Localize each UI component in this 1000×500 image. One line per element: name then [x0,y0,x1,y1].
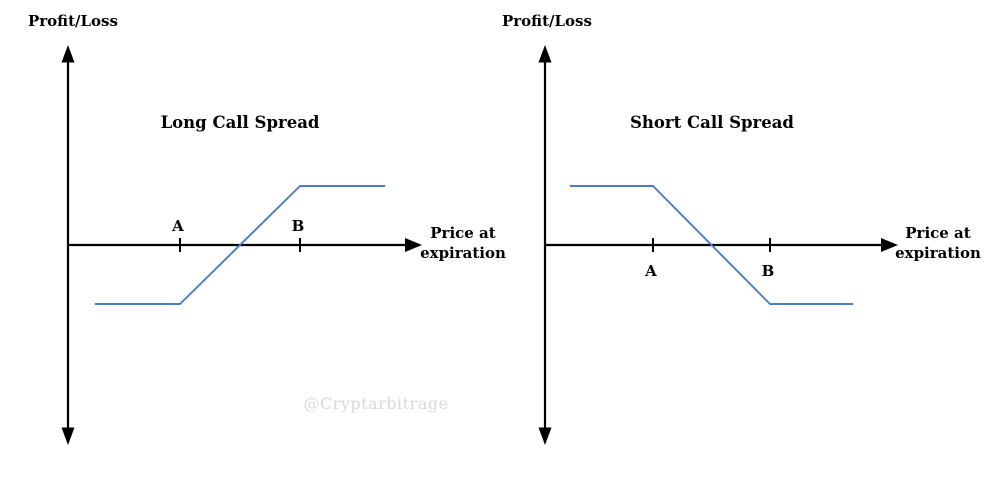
y-axis-title: Profit/Loss [28,12,118,30]
strike-b-label: B [762,262,775,280]
x-axis-title-line1: Price at [430,224,495,242]
panel-title: Long Call Spread [161,113,320,132]
y-axis-up-arrow-icon [61,45,75,63]
x-axis-title-line1: Price at [905,224,970,242]
short-call-spread-diagram: Profit/Loss Price at expiration A B Shor… [502,12,981,445]
y-axis-down-arrow-icon [538,427,552,445]
strike-a-label: A [171,217,184,235]
strike-b-label: B [292,217,305,235]
x-axis-right-arrow-icon [881,238,898,252]
y-axis-up-arrow-icon [538,45,552,63]
watermark: @Cryptarbitrage [303,394,449,413]
payoff-line [94,185,386,305]
y-axis-down-arrow-icon [61,427,75,445]
x-axis-title-line2: expiration [420,244,506,262]
x-axis-right-arrow-icon [405,238,422,252]
x-axis-title-line2: expiration [895,244,981,262]
long-call-spread-diagram: Profit/Loss Price at expiration A B Long… [28,12,506,445]
strike-a-label: A [644,262,657,280]
panel-title: Short Call Spread [630,113,794,132]
y-axis-title: Profit/Loss [502,12,592,30]
payoff-line [569,185,854,305]
